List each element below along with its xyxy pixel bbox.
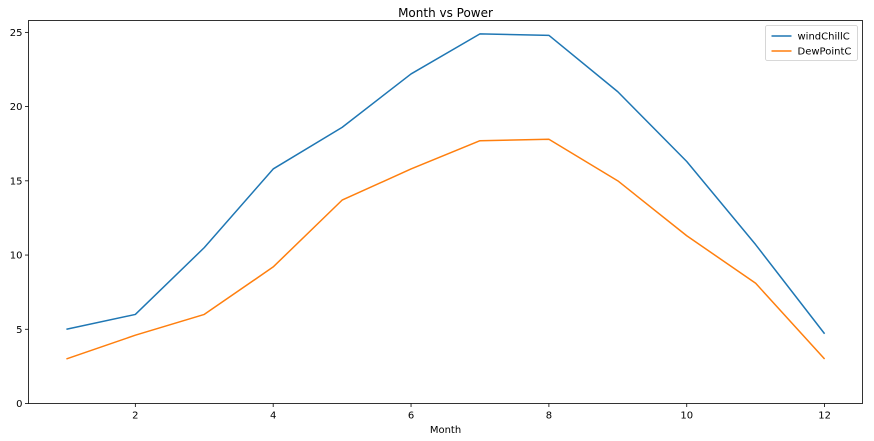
y-tick-label: 5	[16, 325, 22, 336]
y-tick-label: 10	[10, 251, 23, 262]
y-tick-label: 0	[16, 399, 22, 410]
x-tick-label: 2	[132, 411, 138, 422]
plot-area	[66, 33, 826, 360]
chart-title: Month vs Power	[398, 6, 493, 20]
x-tick-label: 10	[680, 411, 693, 422]
x-axis-label: Month	[430, 425, 461, 436]
legend-label: windChillC	[798, 32, 850, 43]
y-tick-label: 15	[10, 176, 23, 187]
x-tick-label: 4	[270, 411, 276, 422]
x-tick-label: 8	[546, 411, 552, 422]
y-axis-ticks: 0 5 10 15 20 25	[10, 28, 29, 410]
x-axis-ticks: 2 4 6 8 10 12	[132, 403, 831, 422]
legend: windChillC DewPointC	[765, 25, 858, 61]
legend-label: DewPointC	[798, 47, 852, 58]
x-tick-label: 6	[408, 411, 414, 422]
plot-frame	[28, 20, 863, 404]
y-tick-label: 20	[10, 102, 23, 113]
x-tick-label: 12	[818, 411, 831, 422]
series-line-DewPointC	[66, 138, 826, 360]
series-line-windChillC	[66, 33, 826, 335]
y-tick-label: 25	[10, 28, 23, 39]
